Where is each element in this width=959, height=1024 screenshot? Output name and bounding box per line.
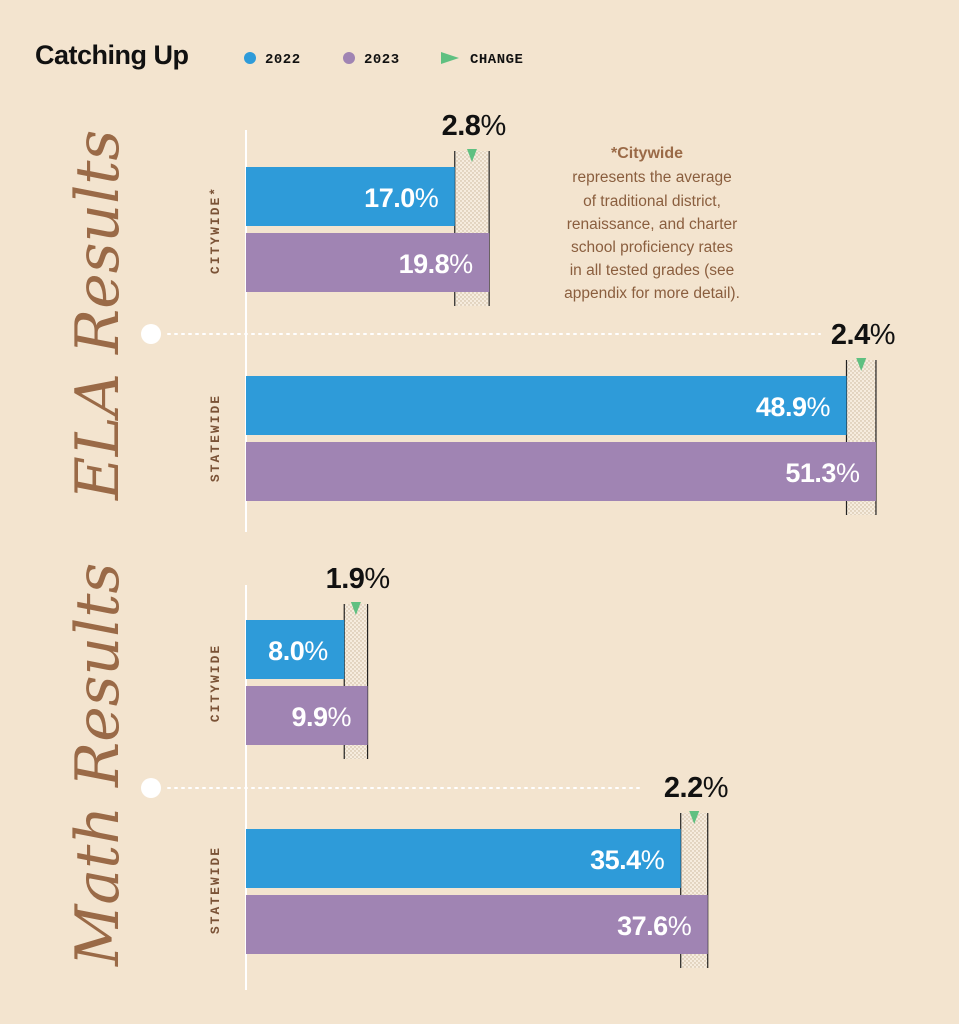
bar-2023-value-unit: % (328, 702, 352, 732)
bar-2022-value: 17.0% (364, 183, 439, 213)
bar-2022 (246, 620, 345, 679)
bar-2023-value-unit: % (668, 911, 692, 941)
footnote-line: of traditional district, (583, 193, 721, 210)
footnote-head: *Citywide (611, 145, 683, 162)
footnote-line: renaissance, and charter (567, 216, 738, 233)
bar-2022-value: 8.0% (268, 636, 328, 666)
group-label-ela-statewide: STATEWIDE (208, 394, 223, 482)
bar-2022-value-unit: % (415, 183, 439, 213)
bar-2022-value-number: 48.9 (756, 392, 807, 422)
footnote: *Citywide represents the average of trad… (564, 145, 740, 302)
bar-2023 (246, 686, 368, 745)
bar-2022-value-number: 17.0 (364, 183, 415, 213)
bar-2022-value-unit: % (641, 845, 665, 875)
bar-2023-value: 37.6% (617, 911, 692, 941)
change-marker-icon (689, 811, 700, 824)
group-label-math-statewide: STATEWIDE (208, 846, 223, 934)
bar-2022 (246, 829, 681, 888)
footnote-line: in all tested grades (see (570, 262, 735, 279)
divider-dot (141, 324, 161, 344)
section-title-ela: ELA Results (63, 130, 133, 501)
legend-change-icon (441, 52, 459, 64)
legend-2022-swatch (244, 52, 256, 64)
bar-2023-value-number: 37.6 (617, 911, 668, 941)
change-value-unit: % (480, 110, 506, 142)
change-value-unit: % (364, 563, 390, 595)
bar-2023 (246, 233, 490, 292)
legend-change-label: CHANGE (470, 52, 523, 68)
divider-ela (141, 324, 821, 344)
legend-2023-label: 2023 (364, 52, 400, 68)
bar-2023 (246, 442, 876, 501)
group-label-math-citywide: CITYWIDE (208, 644, 223, 722)
bar-2023-value-unit: % (449, 249, 473, 279)
bar-2023-value: 9.9% (292, 702, 352, 732)
bar-2023-value: 51.3% (785, 458, 860, 488)
bar-2022-value-unit: % (304, 636, 328, 666)
change-value: 2.4% (831, 319, 896, 351)
change-marker-icon (856, 358, 867, 371)
change-value-number: 1.9 (326, 563, 365, 595)
bar-2022-value-number: 8.0 (268, 636, 304, 666)
legend-2023-swatch (343, 52, 355, 64)
bar-2023-value-number: 51.3 (785, 458, 836, 488)
change-value-unit: % (870, 319, 896, 351)
divider-math (141, 778, 641, 798)
change-value: 2.8% (442, 110, 507, 142)
bars-layer: 17.0%19.8%2.8%48.9%51.3%2.4%8.0%9.9%1.9%… (246, 110, 896, 968)
chart-title: Catching Up (35, 40, 189, 70)
bar-2023-value-unit: % (836, 458, 860, 488)
bar-2023-value: 19.8% (399, 249, 474, 279)
bar-2022-value-unit: % (806, 392, 830, 422)
change-value-number: 2.4 (831, 319, 870, 351)
footnote-line: appendix for more detail). (564, 285, 740, 302)
change-value: 2.2% (664, 772, 729, 804)
bar-2022 (246, 167, 455, 226)
change-value-unit: % (703, 772, 729, 804)
bar-2022-value: 35.4% (590, 845, 665, 875)
change-value-number: 2.8 (442, 110, 481, 142)
change-marker-icon (466, 149, 477, 162)
bar-2023-value-number: 9.9 (292, 702, 329, 732)
bar-2023 (246, 895, 708, 954)
footnote-line: school proficiency rates (571, 239, 733, 256)
section-title-math: Math Results (63, 563, 133, 967)
change-value: 1.9% (326, 563, 391, 595)
group-label-ela-citywide: CITYWIDE* (208, 186, 223, 274)
change-value-number: 2.2 (664, 772, 703, 804)
legend: 2022 2023 CHANGE (244, 52, 523, 68)
bar-2022-value-number: 35.4 (590, 845, 641, 875)
change-marker-icon (350, 602, 361, 615)
footnote-line: represents the average (572, 169, 731, 186)
bar-2022 (246, 376, 847, 435)
divider-dot (141, 778, 161, 798)
legend-2022-label: 2022 (265, 52, 301, 68)
bar-2022-value: 48.9% (756, 392, 831, 422)
bar-2023-value-number: 19.8 (399, 249, 450, 279)
